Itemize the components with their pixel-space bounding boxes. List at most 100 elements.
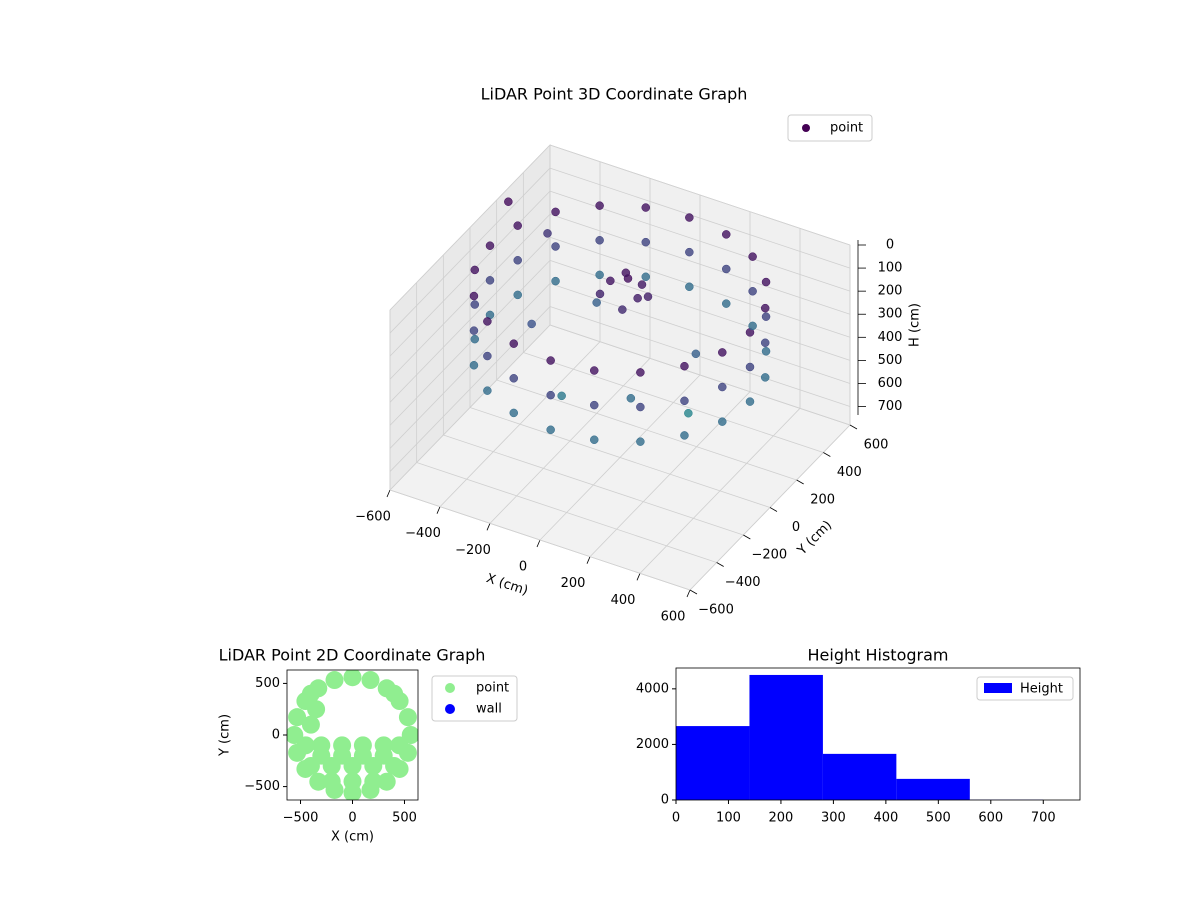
- x-axis-label: X (cm): [331, 830, 374, 845]
- chart-title: Height Histogram: [808, 646, 949, 665]
- x-tick-label: 300: [821, 811, 846, 826]
- point: [748, 252, 757, 261]
- point: [301, 684, 320, 703]
- point: [636, 402, 645, 412]
- point: [621, 268, 631, 278]
- grid-line: [549, 167, 851, 269]
- point: [618, 305, 627, 314]
- tick-mark: [586, 556, 591, 564]
- point: [748, 321, 757, 331]
- plot-area: [287, 670, 418, 800]
- point: [288, 708, 307, 727]
- y-tick-label: 0: [272, 728, 280, 743]
- tick-mark: [849, 424, 858, 430]
- tick-mark: [436, 506, 441, 514]
- point: [470, 265, 480, 275]
- point: [643, 292, 653, 301]
- z-tick-label: 700: [878, 399, 903, 414]
- grid-line: [389, 167, 551, 334]
- point: [641, 272, 650, 282]
- point: [398, 708, 417, 727]
- point: [722, 299, 731, 308]
- point: [309, 772, 328, 791]
- x-tick-label: 600: [978, 811, 1003, 826]
- point: [680, 361, 689, 371]
- point: [546, 356, 555, 365]
- x-tick-label: 600: [661, 610, 686, 625]
- grid-line: [389, 190, 551, 357]
- point: [761, 347, 771, 356]
- point: [641, 203, 650, 212]
- point: [636, 368, 645, 377]
- point: [470, 334, 480, 344]
- bar: [676, 726, 750, 800]
- bar: [822, 753, 897, 800]
- grid-line: [389, 260, 551, 426]
- legend-marker: [445, 683, 455, 693]
- point: [485, 241, 495, 250]
- tick-mark: [686, 589, 691, 598]
- grid-line: [389, 306, 551, 472]
- x-tick-label: 100: [716, 811, 741, 826]
- grid-line: [389, 144, 551, 311]
- point: [595, 289, 605, 299]
- tick-mark: [689, 589, 698, 595]
- legend-box: [976, 676, 1074, 701]
- legend-label: point: [830, 121, 863, 136]
- point: [322, 772, 341, 791]
- grid-line: [416, 462, 717, 563]
- point: [307, 700, 326, 719]
- grid-line: [549, 306, 851, 407]
- z-tick-label: 0: [886, 238, 894, 253]
- y-tick-label: −600: [698, 603, 734, 618]
- point: [691, 349, 701, 359]
- grid-line: [496, 379, 797, 481]
- x-tick-label: 200: [769, 811, 794, 826]
- point: [343, 772, 362, 791]
- point: [353, 746, 372, 765]
- z-axis-label: H (cm): [908, 303, 923, 347]
- point: [509, 408, 518, 418]
- point: [301, 715, 320, 734]
- point: [722, 264, 731, 274]
- y-tick-label: 200: [810, 493, 835, 508]
- axes-frame: [675, 667, 1081, 801]
- y-axis-label: Y (cm): [794, 518, 835, 559]
- point: [557, 391, 566, 401]
- point: [606, 276, 615, 286]
- point: [718, 417, 727, 426]
- point: [483, 317, 492, 326]
- legend-label: point: [476, 681, 509, 696]
- y-tick-label: 600: [864, 438, 889, 453]
- grid-line: [443, 434, 744, 536]
- point: [760, 338, 770, 348]
- x-tick-label: −200: [455, 543, 491, 558]
- x-tick-label: 400: [611, 593, 636, 608]
- point: [636, 437, 645, 446]
- point: [470, 300, 480, 309]
- legend-label: wall: [476, 702, 502, 717]
- point: [685, 247, 694, 257]
- z-tick-label: 400: [878, 330, 903, 345]
- tick-mark: [386, 489, 391, 498]
- point: [595, 201, 604, 210]
- point: [680, 431, 689, 440]
- tick-mark: [743, 534, 751, 540]
- point: [745, 397, 755, 406]
- point: [551, 207, 560, 217]
- point: [551, 242, 560, 251]
- point: [504, 197, 513, 206]
- point: [483, 386, 492, 395]
- tick-mark: [486, 523, 491, 531]
- point: [590, 435, 599, 444]
- z-tick-label: 200: [878, 284, 903, 299]
- point: [761, 277, 771, 287]
- x-tick-label: −500: [283, 811, 319, 826]
- legend-box: [787, 114, 873, 142]
- point: [509, 339, 518, 348]
- y-tick-label: −200: [751, 548, 787, 563]
- chart-title: LiDAR Point 2D Coordinate Graph: [219, 646, 486, 665]
- x-tick-label: 500: [926, 811, 951, 826]
- point: [590, 366, 599, 375]
